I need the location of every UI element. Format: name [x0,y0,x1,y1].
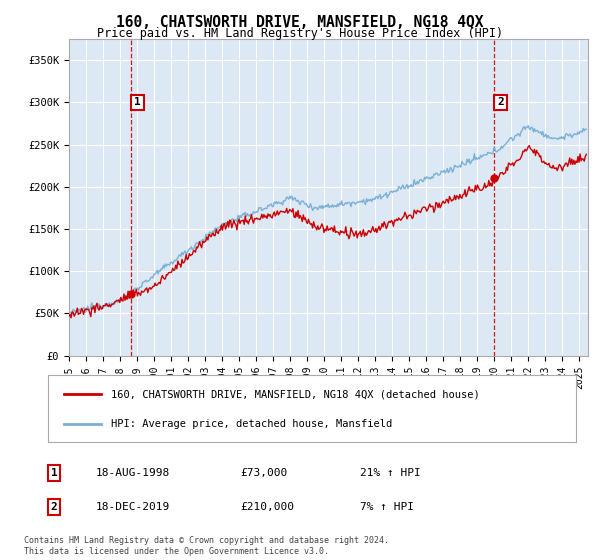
Text: HPI: Average price, detached house, Mansfield: HPI: Average price, detached house, Mans… [112,418,392,428]
Text: 1: 1 [134,97,141,108]
Text: 18-AUG-1998: 18-AUG-1998 [96,468,170,478]
Text: 2: 2 [50,502,58,512]
Text: 21% ↑ HPI: 21% ↑ HPI [360,468,421,478]
Text: 2: 2 [497,97,504,108]
Text: Price paid vs. HM Land Registry's House Price Index (HPI): Price paid vs. HM Land Registry's House … [97,27,503,40]
Text: 18-DEC-2019: 18-DEC-2019 [96,502,170,512]
Text: £210,000: £210,000 [240,502,294,512]
Text: 160, CHATSWORTH DRIVE, MANSFIELD, NG18 4QX: 160, CHATSWORTH DRIVE, MANSFIELD, NG18 4… [116,15,484,30]
Text: 160, CHATSWORTH DRIVE, MANSFIELD, NG18 4QX (detached house): 160, CHATSWORTH DRIVE, MANSFIELD, NG18 4… [112,389,480,399]
Text: £73,000: £73,000 [240,468,287,478]
Text: Contains HM Land Registry data © Crown copyright and database right 2024.
This d: Contains HM Land Registry data © Crown c… [24,536,389,556]
Text: 7% ↑ HPI: 7% ↑ HPI [360,502,414,512]
Text: 1: 1 [50,468,58,478]
